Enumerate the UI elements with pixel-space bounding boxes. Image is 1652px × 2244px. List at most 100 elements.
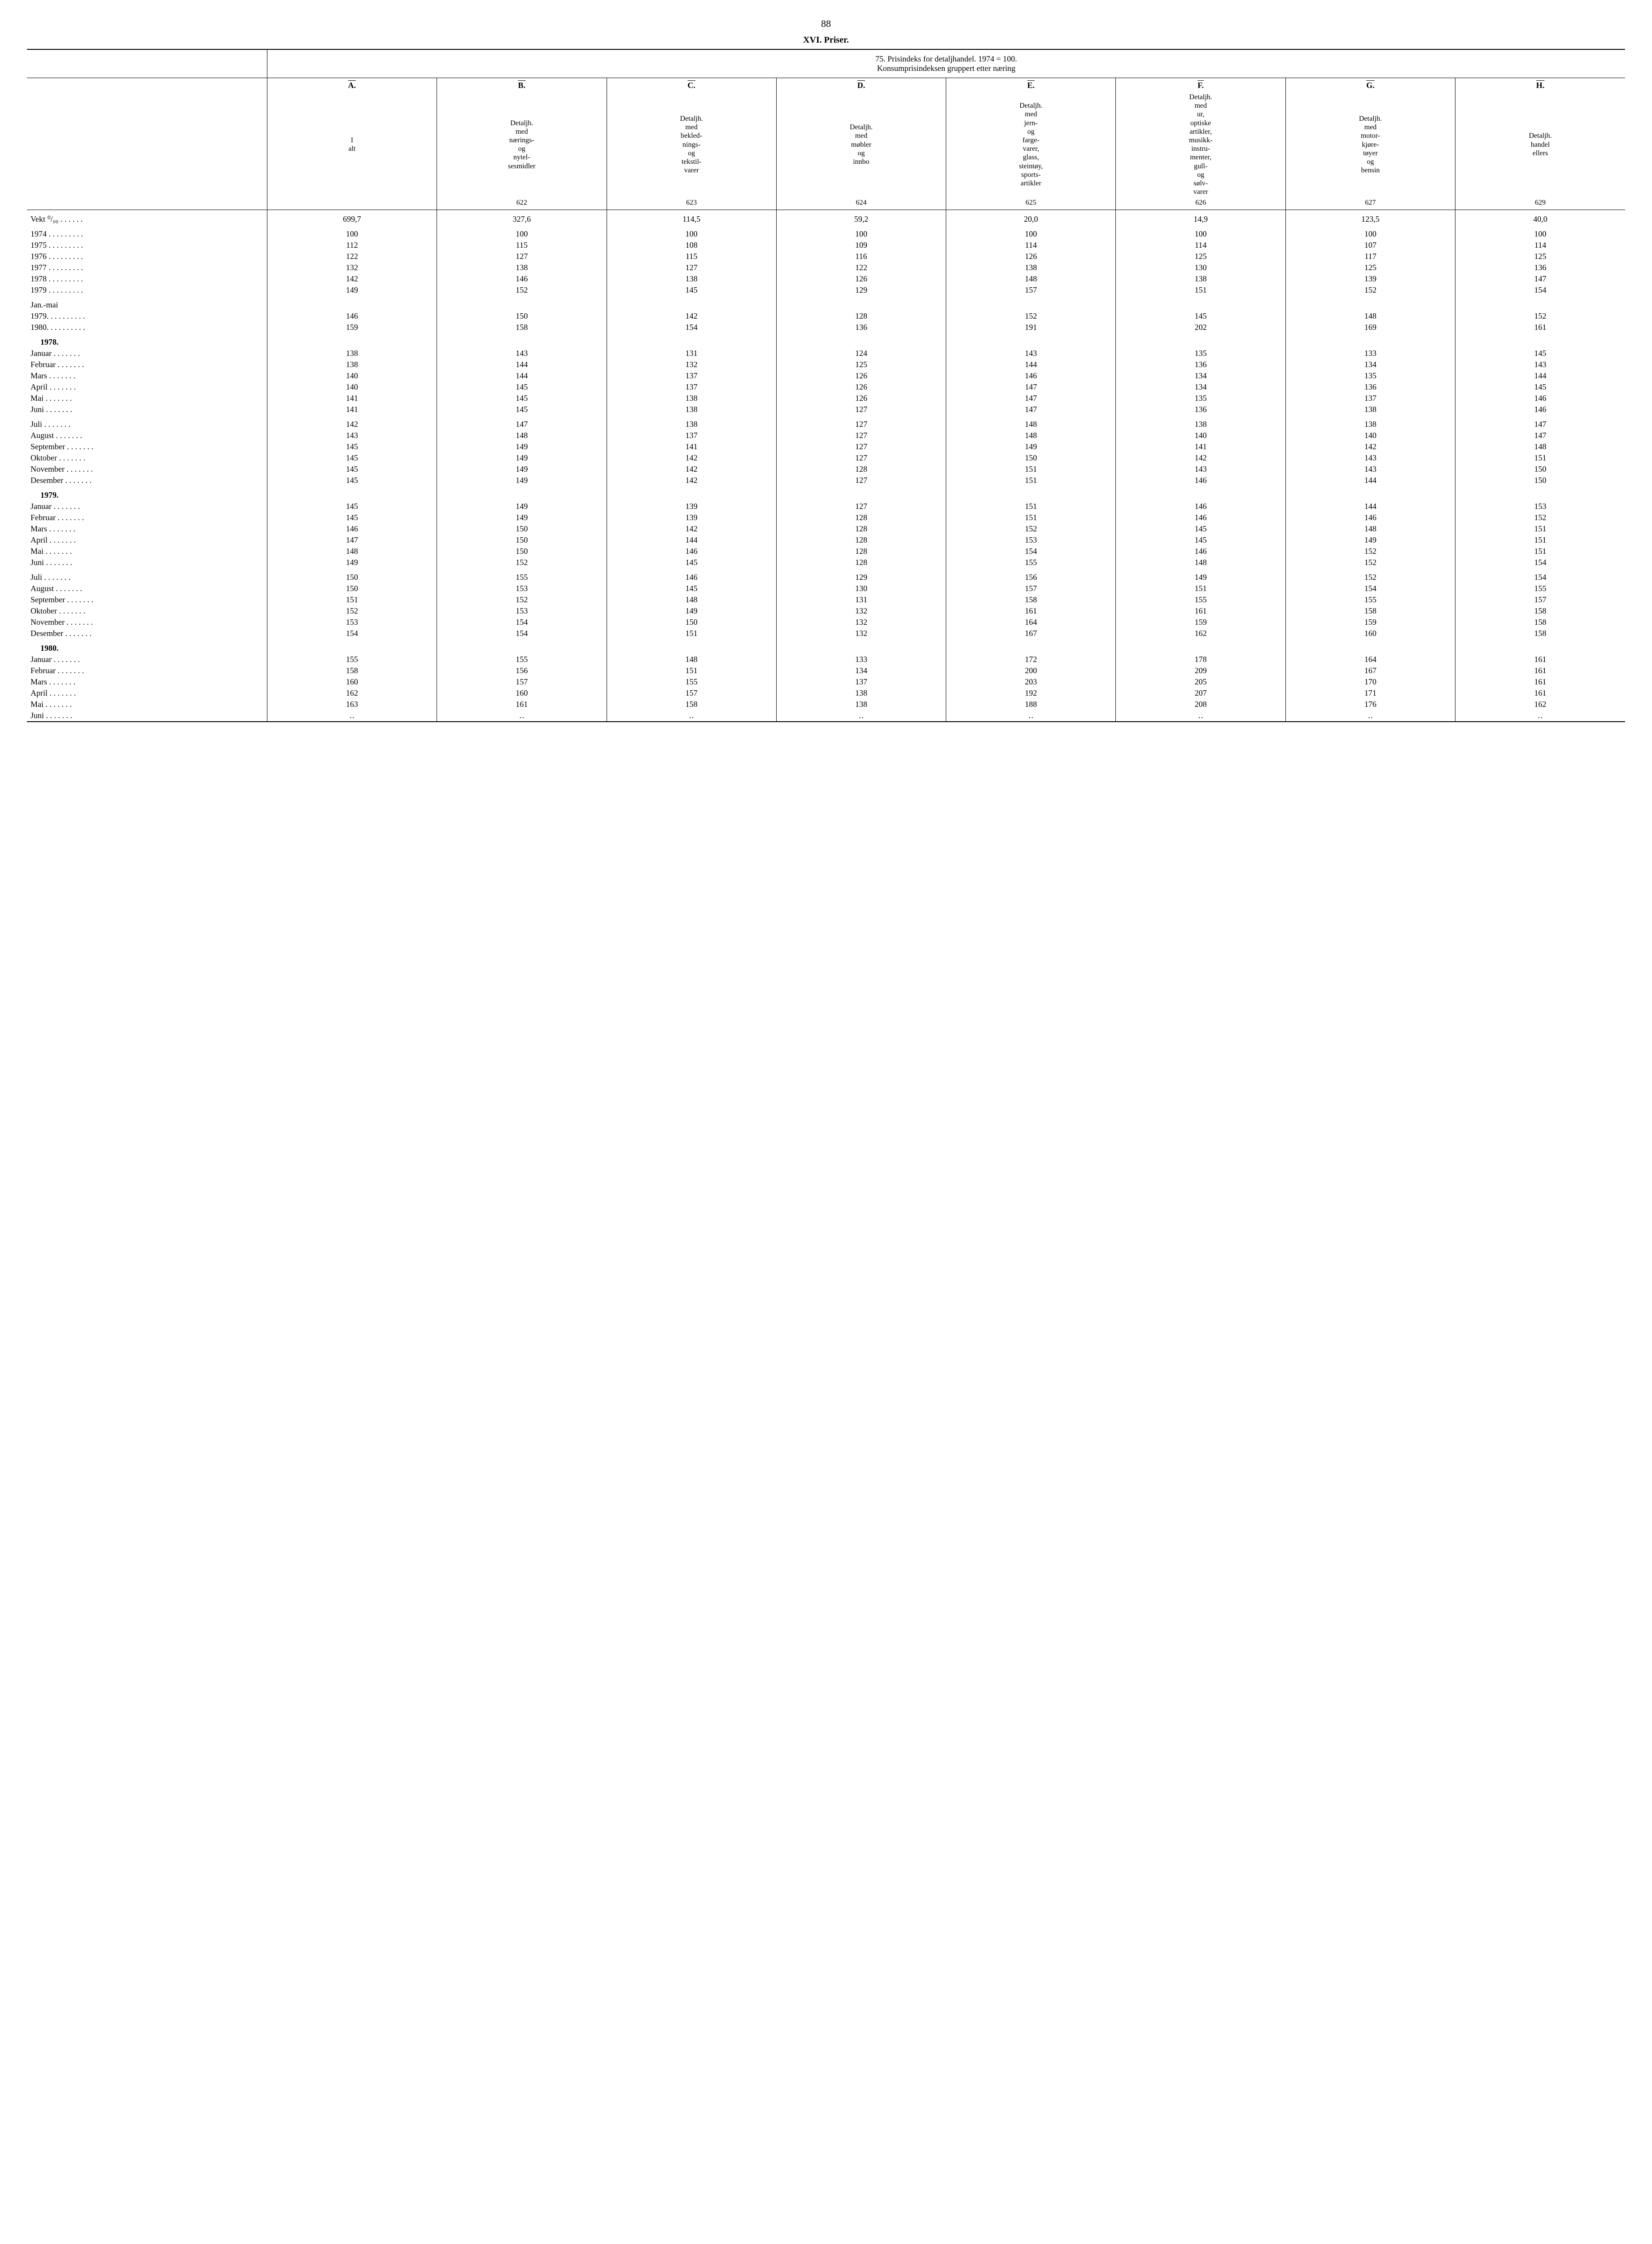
cell: 123,5 (1285, 210, 1455, 225)
cell: 144 (607, 535, 776, 546)
cell: 112 (267, 240, 437, 251)
col-code: 627 (1285, 198, 1455, 210)
cell: 148 (946, 273, 1116, 285)
cell: 138 (776, 699, 946, 710)
cell: 155 (437, 568, 607, 583)
cell: 176 (1285, 699, 1455, 710)
cell: 146 (267, 311, 437, 322)
cell: 139 (607, 501, 776, 512)
cell: 136 (1285, 381, 1455, 393)
cell: 134 (1116, 370, 1285, 381)
row-label: Vekt ⁰/₀₀ . . . . . . (27, 210, 267, 225)
row-label: Desember . . . . . . . (27, 628, 267, 639)
cell: 151 (946, 512, 1116, 523)
cell: 134 (776, 665, 946, 676)
cell: 154 (1455, 285, 1625, 296)
cell: 132 (607, 359, 776, 370)
row-label: Januar . . . . . . . (27, 348, 267, 359)
cell: 100 (1455, 225, 1625, 240)
cell: 154 (1285, 583, 1455, 594)
col-desc: Ialt (267, 91, 437, 198)
row-label: 1974 . . . . . . . . . (27, 225, 267, 240)
col-letter: E. (946, 78, 1116, 92)
cell: 138 (267, 348, 437, 359)
cell: 136 (1455, 262, 1625, 273)
cell: 149 (437, 512, 607, 523)
row-label: April . . . . . . . (27, 688, 267, 699)
cell: 202 (1116, 322, 1285, 333)
cell: 143 (267, 430, 437, 441)
cell: 138 (1116, 273, 1285, 285)
cell: 100 (1285, 225, 1455, 240)
cell: 142 (1116, 452, 1285, 464)
cell: 159 (1116, 617, 1285, 628)
cell: 136 (776, 322, 946, 333)
cell: 152 (1285, 568, 1455, 583)
cell: 140 (267, 370, 437, 381)
cell: 153 (437, 605, 607, 617)
cell: 154 (267, 628, 437, 639)
cell: 143 (437, 348, 607, 359)
cell: 138 (607, 404, 776, 415)
row-label: Mars . . . . . . . (27, 523, 267, 535)
cell: 154 (946, 546, 1116, 557)
cell: 137 (776, 676, 946, 688)
cell: 14,9 (1116, 210, 1285, 225)
row-label: August . . . . . . . (27, 430, 267, 441)
cell: 138 (1116, 415, 1285, 430)
cell: 167 (1285, 665, 1455, 676)
cell: 100 (1116, 225, 1285, 240)
cell: 209 (1116, 665, 1285, 676)
row-label: Mars . . . . . . . (27, 370, 267, 381)
row-label: Mai . . . . . . . (27, 546, 267, 557)
cell: 154 (607, 322, 776, 333)
row-label: September . . . . . . . (27, 594, 267, 605)
row-label: Februar . . . . . . . (27, 665, 267, 676)
cell: ‥ (1116, 710, 1285, 722)
cell: 131 (776, 594, 946, 605)
cell: 127 (776, 404, 946, 415)
cell: 207 (1116, 688, 1285, 699)
cell: 136 (1116, 359, 1285, 370)
cell: 137 (607, 370, 776, 381)
price-index-table: 75. Prisindeks for detaljhandel. 1974 = … (27, 49, 1625, 722)
row-label: September . . . . . . . (27, 441, 267, 452)
cell: 145 (267, 464, 437, 475)
col-code: 623 (607, 198, 776, 210)
cell: 151 (267, 594, 437, 605)
cell: 145 (607, 557, 776, 568)
cell: 150 (437, 546, 607, 557)
cell: 142 (607, 311, 776, 322)
cell: 143 (1285, 452, 1455, 464)
cell: 161 (1455, 676, 1625, 688)
cell: 167 (946, 628, 1116, 639)
cell: 151 (946, 464, 1116, 475)
cell: 137 (607, 430, 776, 441)
cell: 150 (437, 535, 607, 546)
cell: 145 (267, 475, 437, 486)
janmai-label: Jan.-mai (27, 296, 267, 311)
cell: 145 (1116, 523, 1285, 535)
cell: 157 (946, 285, 1116, 296)
col-desc: Detaljh.medbekled-nings-ogtekstil-varer (607, 91, 776, 198)
row-label: Juni . . . . . . . (27, 710, 267, 722)
cell: 135 (1285, 370, 1455, 381)
cell: 145 (1455, 348, 1625, 359)
cell: 151 (1455, 546, 1625, 557)
cell: 192 (946, 688, 1116, 699)
cell: 157 (607, 688, 776, 699)
cell: 150 (437, 523, 607, 535)
col-desc: Detaljh.medur,optiskeartikler,musikk-ins… (1116, 91, 1285, 198)
cell: 128 (776, 546, 946, 557)
cell: 158 (1455, 617, 1625, 628)
cell: 141 (267, 404, 437, 415)
cell: 150 (437, 311, 607, 322)
cell: 156 (437, 665, 607, 676)
cell: 164 (1285, 654, 1455, 665)
row-label: April . . . . . . . (27, 535, 267, 546)
cell: 152 (437, 557, 607, 568)
cell: 161 (946, 605, 1116, 617)
cell: 148 (1285, 523, 1455, 535)
col-code: 624 (776, 198, 946, 210)
cell: 140 (1116, 430, 1285, 441)
